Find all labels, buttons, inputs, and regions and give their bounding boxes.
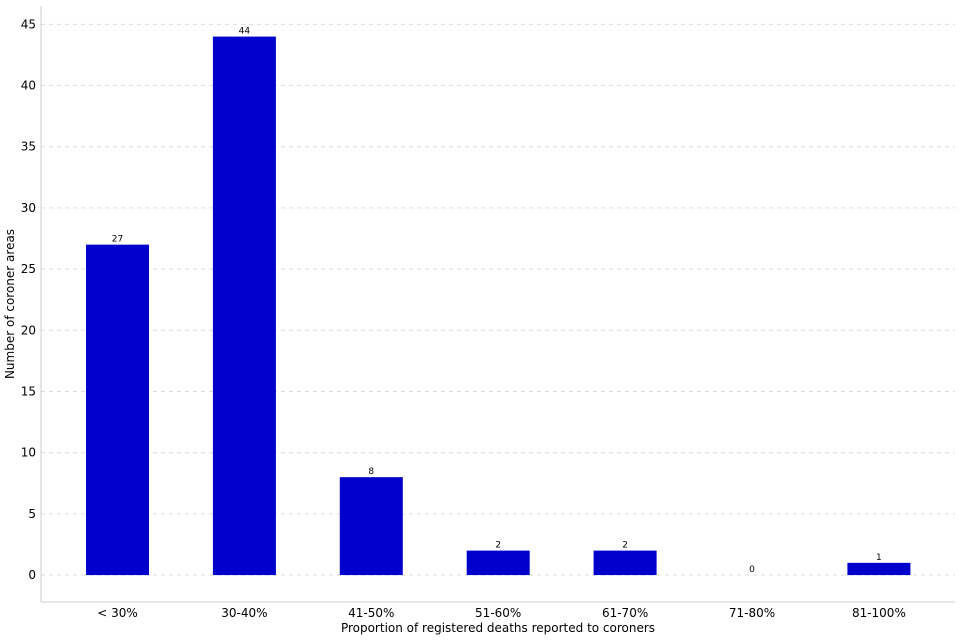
- bar-value-label: 27: [112, 235, 123, 245]
- bar-value-label: 8: [368, 467, 374, 477]
- bar-value-label: 44: [239, 27, 251, 37]
- bar-value-label: 0: [749, 565, 755, 575]
- y-tick-label: 35: [21, 140, 36, 154]
- bar-value-label: 2: [622, 541, 628, 551]
- axes: [40, 6, 955, 603]
- bar: [86, 244, 149, 576]
- bars: [86, 36, 911, 576]
- x-tick-label: < 30%: [97, 606, 138, 620]
- bar: [212, 36, 276, 576]
- bar-value-label: 1: [876, 553, 882, 563]
- bar: [847, 562, 911, 576]
- x-tick-label: 81-100%: [852, 606, 906, 620]
- x-tick-labels: < 30% 30-40% 41-50% 51-60% 61-70% 71-80% 81-10…: [97, 606, 906, 620]
- x-tick-label: 30-40%: [221, 606, 267, 620]
- y-axis-title: Number of coroner areas: [3, 229, 17, 379]
- x-tick-label: 41-50%: [348, 606, 394, 620]
- bar-value-label: 2: [495, 541, 501, 551]
- bar: [593, 550, 657, 576]
- data-labels: 27 44 8 2 2 0 1: [112, 27, 882, 575]
- bar: [339, 477, 403, 576]
- x-tick-label: 61-70%: [602, 606, 648, 620]
- y-tick-label: 30: [21, 201, 36, 215]
- y-tick-label: 5: [28, 507, 36, 521]
- y-tick-label: 20: [21, 323, 36, 337]
- x-tick-label: 51-60%: [475, 606, 521, 620]
- x-axis-title: Proportion of registered deaths reported…: [341, 621, 655, 635]
- y-tick-label: 40: [21, 79, 36, 93]
- y-tick-label: 25: [21, 262, 36, 276]
- x-tick-label: 71-80%: [729, 606, 775, 620]
- y-tick-label: 15: [21, 385, 36, 399]
- y-tick-labels: 0 5 10 15 20 25 30 35 40 45: [21, 17, 36, 582]
- y-tick-label: 10: [21, 446, 36, 460]
- bar: [466, 550, 530, 576]
- y-tick-label: 45: [21, 17, 36, 31]
- gridlines: [41, 23, 955, 576]
- y-tick-label: 0: [28, 568, 36, 582]
